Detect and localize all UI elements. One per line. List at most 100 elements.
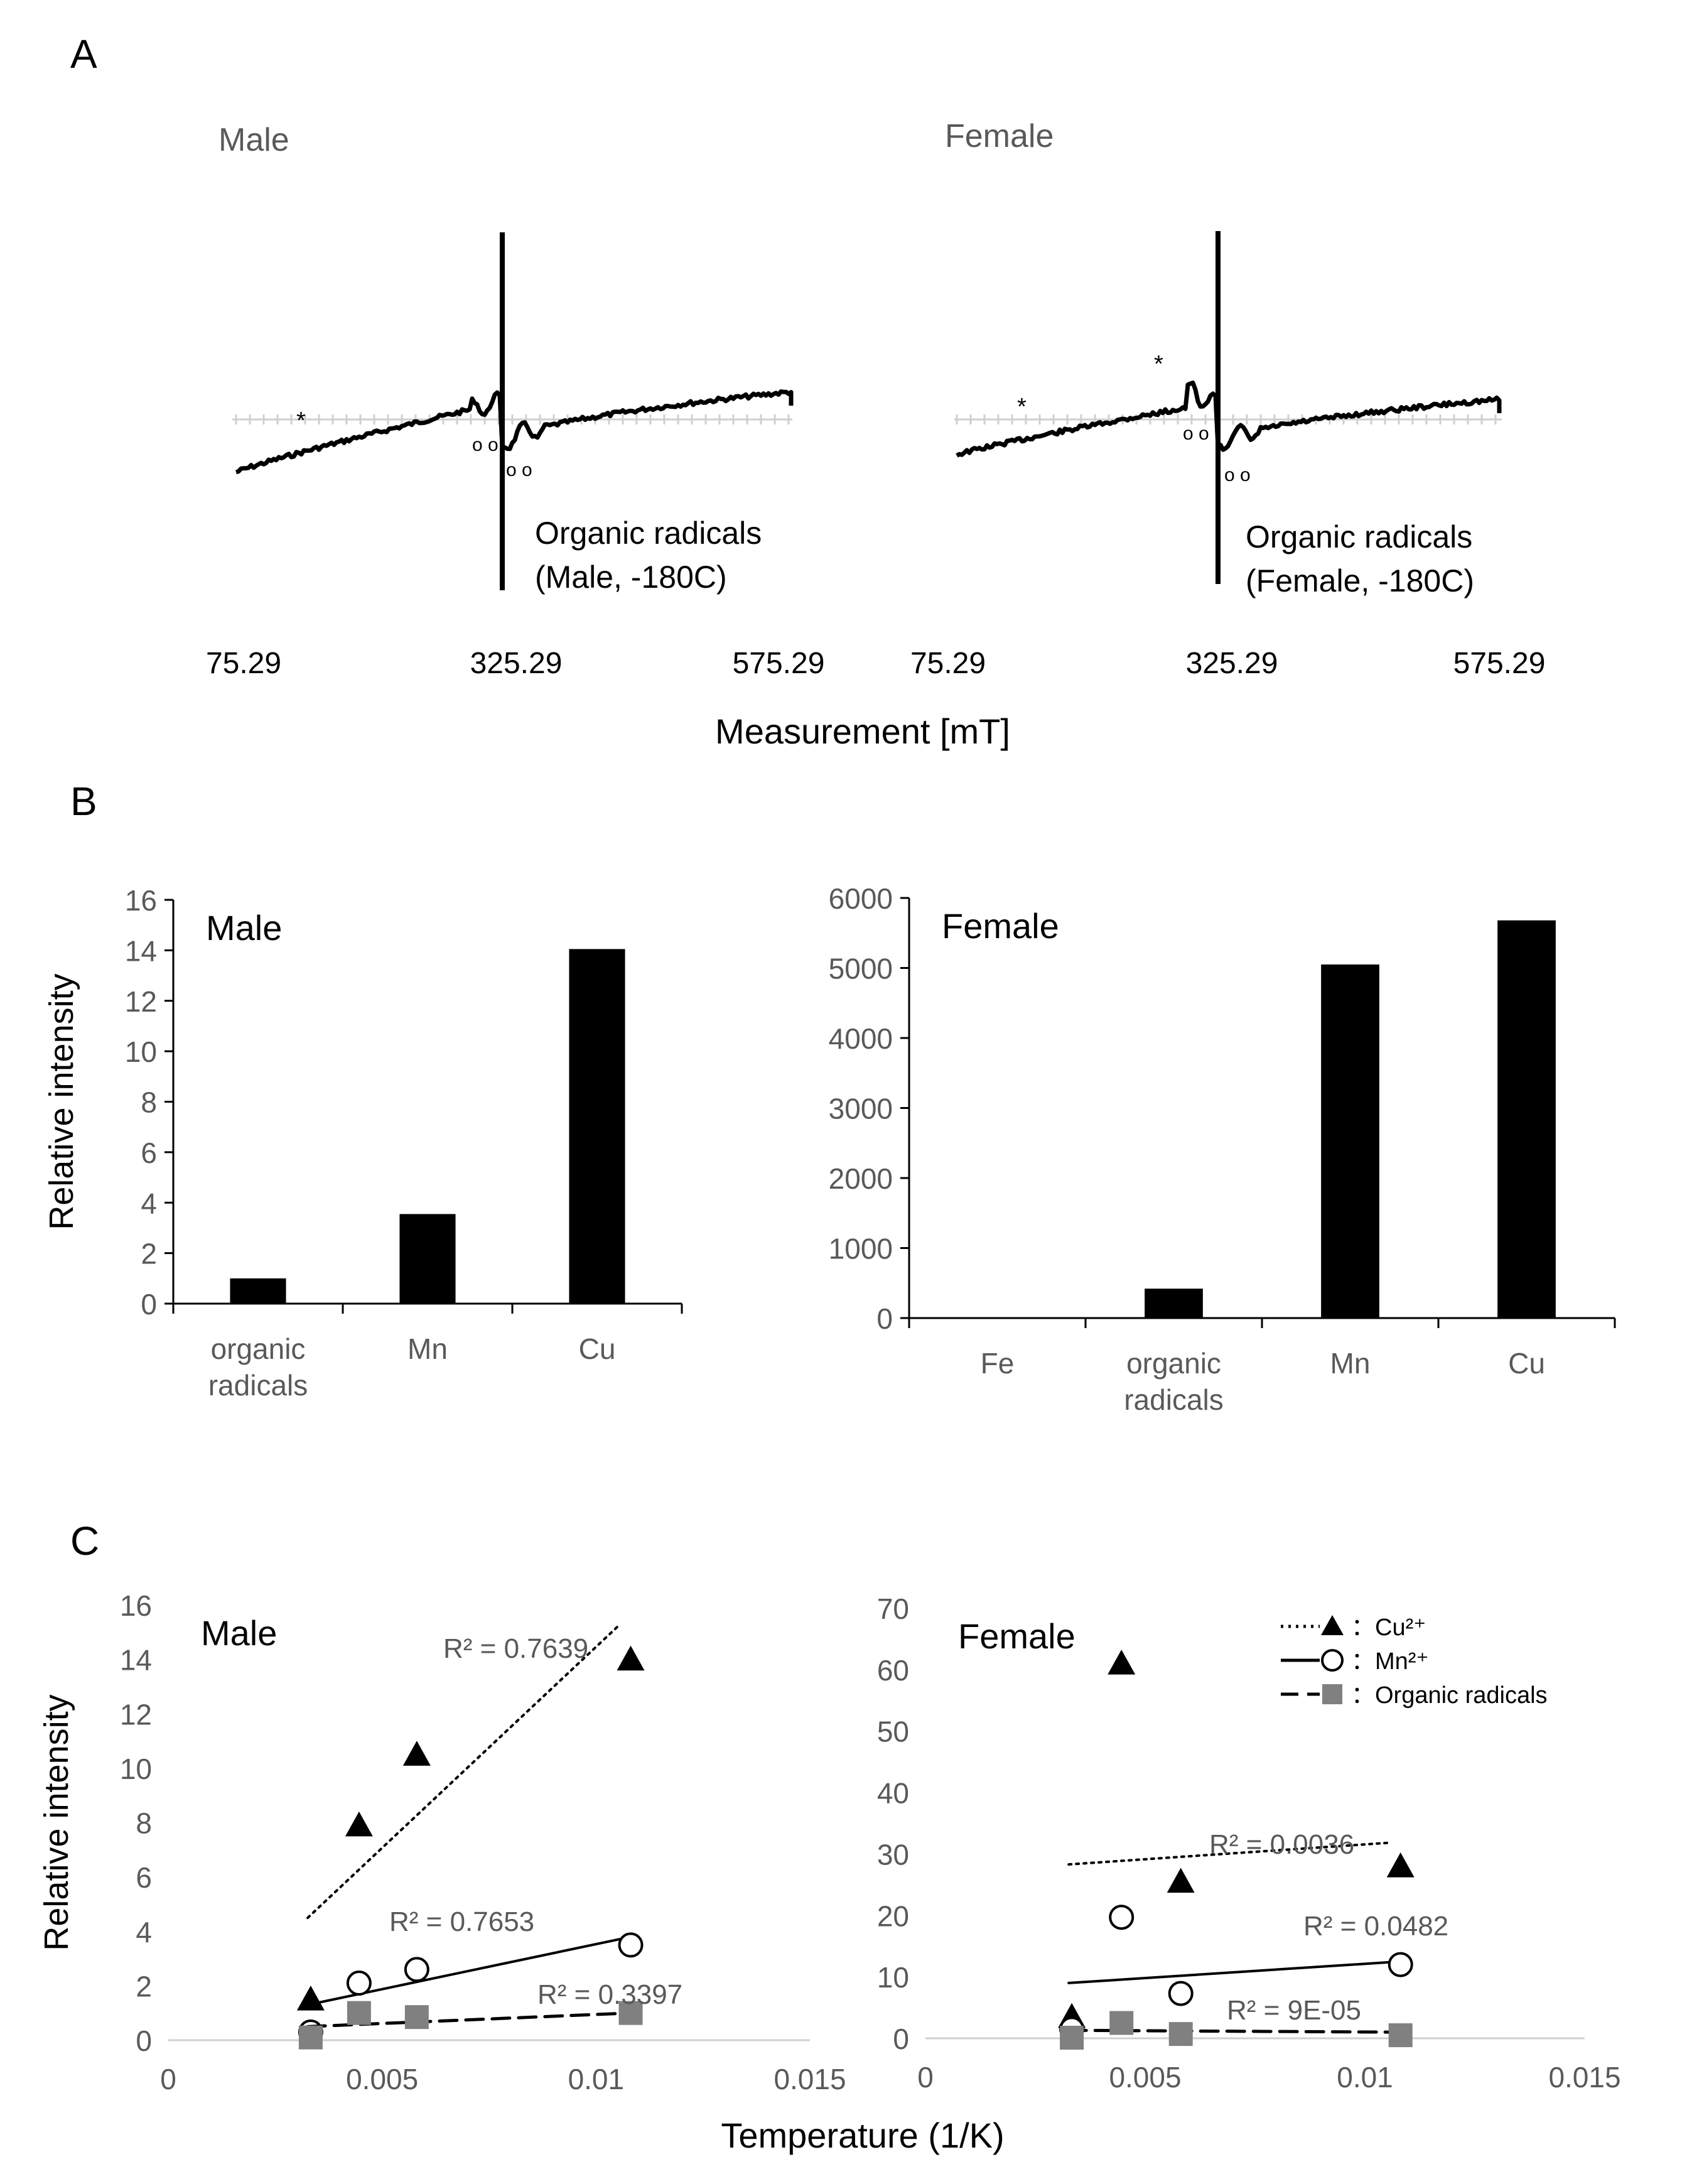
bar [1145, 1289, 1203, 1318]
y-tick-label: 4 [136, 1916, 152, 1949]
y-tick-label: 10 [877, 1961, 909, 1994]
y-tick-label: 0 [876, 1302, 893, 1335]
y-tick-label: 10 [125, 1035, 157, 1068]
legend-label: ：Cu²⁺ [1351, 1614, 1426, 1641]
point-square [1168, 2022, 1193, 2046]
panel-label-c: C [70, 1518, 99, 1564]
x-tick-label: 0.015 [774, 2063, 846, 2095]
y-tick-label: 8 [141, 1086, 157, 1119]
y-tick-label: 5000 [829, 953, 893, 985]
y-tick-label: 4 [141, 1187, 157, 1219]
x-tick-label: 0.01 [1337, 2061, 1393, 2094]
y-tick-label: 16 [125, 884, 157, 917]
chart-title: Female [958, 1616, 1076, 1656]
y-tick-label: 50 [877, 1716, 909, 1748]
y-tick-label: 14 [120, 1644, 152, 1677]
y-tick-label: 2 [136, 1970, 152, 2003]
point-triangle [1386, 1852, 1415, 1878]
x-tick-label: organic [211, 1333, 306, 1365]
r-squared-label: R² = 0.7653 [389, 1906, 534, 1937]
spectrum-male-tick-3: 575.29 [733, 647, 825, 680]
bar-chart-male: 0 2 4 6 8 10 12 14 16 organic radicals Mn Cu Male Rela… [43, 884, 683, 1402]
r-squared-label: R² = 0.7639 [443, 1633, 588, 1664]
trendline [1067, 1841, 1388, 1866]
point-circle [1168, 1981, 1194, 2006]
point-square [404, 2005, 429, 2030]
x-tick-label: 0.01 [568, 2063, 625, 2095]
x-tick-label: Cu [579, 1333, 616, 1365]
bar [569, 949, 625, 1304]
y-tick-label: 60 [877, 1654, 909, 1687]
bar [399, 1214, 456, 1304]
y-tick-label: 0 [893, 2023, 909, 2055]
y-tick-label: 4000 [829, 1022, 893, 1055]
point-circle [1388, 1952, 1413, 1977]
panel-label-a: A [70, 31, 97, 77]
y-axis-label: Relative intensity [43, 973, 80, 1230]
spectrum-male: Male * o o o o Organic radicals (Male, -… [206, 122, 824, 680]
trendline [306, 1625, 619, 1920]
spectrum-female-tick-3: 575.29 [1453, 647, 1546, 680]
bar [230, 1278, 286, 1304]
spectrum-male-trace [235, 389, 794, 475]
r-squared-label: R² = 0.0482 [1303, 1911, 1448, 1942]
x-tick-label: Fe [981, 1347, 1015, 1380]
point-circle [404, 1957, 429, 1982]
bar [1497, 920, 1556, 1318]
trendline [1067, 1960, 1402, 1984]
point-square [1109, 2011, 1134, 2035]
spectrum-female-circles-2: o o [1224, 465, 1251, 485]
point-triangle [617, 1645, 645, 1671]
spectrum-male-asterisk: * [296, 408, 306, 434]
x-tick-label: 0.005 [346, 2063, 418, 2095]
y-tick-label: 12 [120, 1698, 152, 1731]
spectrum-male-annotation-1: Organic radicals [535, 516, 762, 551]
point-square [1060, 2026, 1084, 2050]
legend-marker [1321, 1615, 1344, 1635]
y-tick-label: 14 [125, 934, 157, 967]
point-triangle [296, 1986, 325, 2011]
point-square [298, 2025, 323, 2050]
point-square [1388, 2023, 1413, 2048]
bar-chart-female: 0 1000 2000 3000 4000 5000 6000 Fe organicradica… [829, 882, 1616, 1416]
y-tick-label: 2 [141, 1238, 157, 1270]
spectrum-male-tick-1: 75.29 [206, 647, 281, 680]
x-tick-label: radicals [208, 1369, 308, 1402]
point-square [618, 2001, 643, 2025]
legend-label: ：Mn²⁺ [1351, 1648, 1429, 1675]
spectrum-female: Female * * o o o o Organic radicals (Fem… [910, 118, 1545, 680]
spectrum-female-trace [956, 381, 1502, 458]
spectrum-male-annotation-2: (Male, -180C) [535, 560, 727, 595]
r-squared-label: R² = 0.3397 [537, 1979, 682, 2010]
scatter-chart-male: 0 2 4 6 8 10 12 14 16 0 0.005 0.01 0.015 R² = 0.7639 R… [38, 1589, 846, 2095]
spectrum-female-circles-1: o o [1183, 423, 1209, 444]
x-tick-label: 0.015 [1548, 2061, 1620, 2094]
point-circle [346, 1970, 372, 1996]
y-tick-label: 3000 [829, 1093, 893, 1125]
y-tick-label: 20 [877, 1900, 909, 1932]
legend-marker [1322, 1684, 1342, 1704]
x-tick-label: 0 [917, 2061, 934, 2094]
panel-label-b: B [70, 779, 97, 824]
scatter-xlabel: Temperature (1/K) [721, 2116, 1004, 2155]
y-tick-label: 0 [136, 2025, 152, 2057]
spectrum-xlabel: Measurement [mT] [715, 711, 1010, 751]
spectrum-female-tick-1: 75.29 [910, 647, 986, 680]
spectrum-male-circles-1: o o [472, 435, 499, 455]
spectrum-female-baseline-ticks [956, 414, 1497, 424]
legend-label: ：Organic radicals [1351, 1682, 1548, 1709]
spectrum-female-asterisk-1: * [1017, 394, 1027, 420]
point-triangle [345, 1811, 373, 1837]
spectrum-female-title: Female [945, 118, 1054, 154]
y-tick-label: 10 [120, 1753, 152, 1785]
x-tick-label: Cu [1508, 1347, 1545, 1380]
spectrum-male-title: Male [218, 122, 289, 158]
chart-title: Male [201, 1613, 277, 1653]
r-squared-label: R² = 0.0036 [1209, 1829, 1354, 1860]
y-axis-label: Relative intensity [38, 1694, 75, 1950]
point-triangle [1108, 1650, 1136, 1675]
y-tick-label: 6 [136, 1861, 152, 1894]
y-tick-label: 0 [141, 1288, 157, 1321]
spectrum-female-tick-2: 325.29 [1186, 647, 1278, 680]
y-tick-label: 8 [136, 1807, 152, 1840]
